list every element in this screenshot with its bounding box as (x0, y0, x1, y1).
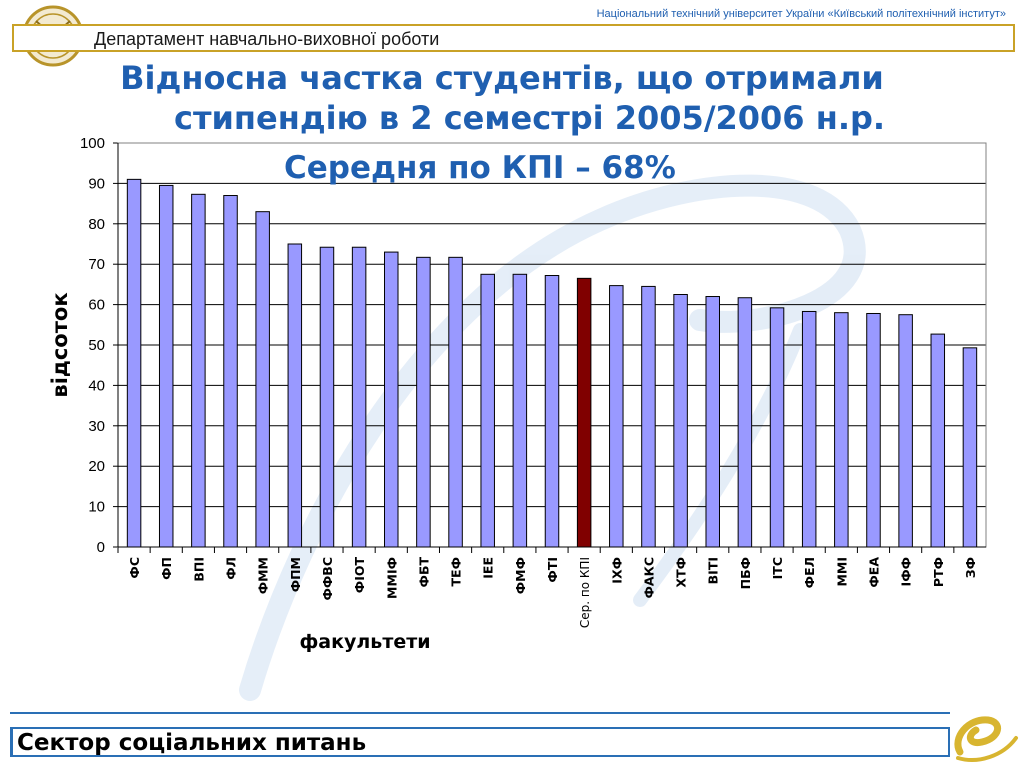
bar (641, 285, 656, 548)
bar (930, 333, 946, 548)
bar (512, 273, 528, 548)
title-line-2: стипендію в 2 семестрі 2005/2006 н.р. (173, 99, 886, 137)
footer-text: Сектор соціальних питань (17, 730, 367, 756)
x-tick-label: ФС (127, 557, 142, 579)
x-tick-label: ФАКС (641, 557, 656, 598)
university-name: Національний технічний університет Украї… (596, 8, 1006, 20)
y-tick-label: 60 (88, 297, 105, 314)
bar (544, 275, 560, 548)
bar (158, 184, 174, 548)
bar (898, 314, 913, 548)
x-tick-label: ФТІ (545, 557, 560, 583)
y-tick-label: 90 (88, 175, 105, 192)
e-logo (948, 708, 1020, 766)
y-tick-label: 30 (88, 418, 105, 435)
x-tick-label: ІЕЕ (481, 557, 496, 579)
bar (962, 347, 978, 548)
x-axis-label: факультети (299, 631, 430, 653)
bar (866, 312, 881, 548)
bar (737, 297, 753, 548)
y-tick-label: 20 (88, 458, 105, 475)
bar (480, 273, 495, 548)
bar-average (576, 277, 592, 548)
x-tick-label: ПБФ (738, 557, 753, 589)
chart-subtitle: Середня по КПІ – 68% (284, 150, 676, 186)
x-tick-label: ЗФ (963, 557, 978, 578)
y-tick-label: 0 (97, 539, 105, 556)
x-tick-label: ФП (159, 557, 174, 580)
x-tick-label: ІХФ (609, 557, 624, 584)
x-tick-label: ВІТІ (706, 557, 721, 584)
x-tick-label: РТФ (931, 557, 946, 587)
x-tick-label: ФММ (256, 557, 271, 594)
chart-title: Відносна частка студентів, що отримали с… (0, 58, 1024, 138)
title-line-1: Відносна частка студентів, що отримали (120, 59, 884, 97)
axes (117, 142, 987, 548)
bar (609, 285, 624, 548)
y-tick-label: 40 (88, 377, 105, 394)
x-tick-label: ФБТ (416, 557, 431, 588)
bar (351, 246, 367, 548)
y-axis-label: відсоток (48, 292, 72, 397)
y-tick-label: 50 (88, 337, 105, 354)
bar (191, 193, 206, 548)
bar (287, 243, 303, 548)
bar (834, 312, 849, 548)
bar (448, 256, 463, 548)
bars (126, 178, 978, 548)
bar (255, 211, 270, 548)
x-tick-label: ВПІ (191, 557, 206, 582)
y-tick-label: 70 (88, 256, 105, 273)
bar (319, 246, 335, 548)
x-tick-label: ФЕЛ (802, 557, 817, 588)
x-tick-label: ММІ (834, 557, 849, 587)
y-tick-labels: 0 10 20 30 40 50 60 70 80 90 100 (80, 135, 105, 556)
x-tick-label: ФФВС (320, 557, 335, 601)
y-tick-label: 100 (80, 135, 105, 152)
x-tick-label: ХТФ (674, 557, 689, 588)
x-tick-label: Сер. по КПІ (578, 557, 592, 628)
x-tick-label: ФЛ (224, 557, 239, 580)
x-tick-label: ІТС (770, 557, 785, 579)
bar (384, 251, 399, 548)
bar (673, 294, 688, 548)
bar (416, 256, 431, 548)
x-tick-label: ФМФ (513, 557, 528, 594)
department-title: Департамент навчально-виховної роботи (94, 29, 440, 49)
x-tick-label: ФІОТ (352, 557, 367, 594)
bar (769, 307, 785, 548)
bar (705, 296, 720, 548)
x-tick-label: ТЕФ (449, 557, 464, 586)
x-tick-label: ММІФ (384, 557, 399, 599)
x-tick-label: ФПМ (288, 557, 303, 592)
department-bar: Департамент навчально-виховної роботи (12, 24, 1015, 52)
bar (801, 310, 817, 548)
footer-divider (10, 712, 950, 714)
x-tick-labels: ФС ФП ВПІ ФЛ ФММ ФПМ ФФВС ФІОТ ММІФ ФБТ ТЕФ ІЕЕ ФМФ Ф… (127, 557, 978, 629)
y-tick-label: 10 (88, 499, 105, 516)
y-tick-label: 80 (88, 216, 105, 233)
footer-box: Сектор соціальних питань (10, 727, 950, 757)
bar (126, 178, 142, 548)
x-tick-label: ІФФ (899, 557, 914, 586)
x-tick-label: ФЕА (866, 557, 881, 588)
bar (223, 195, 238, 548)
